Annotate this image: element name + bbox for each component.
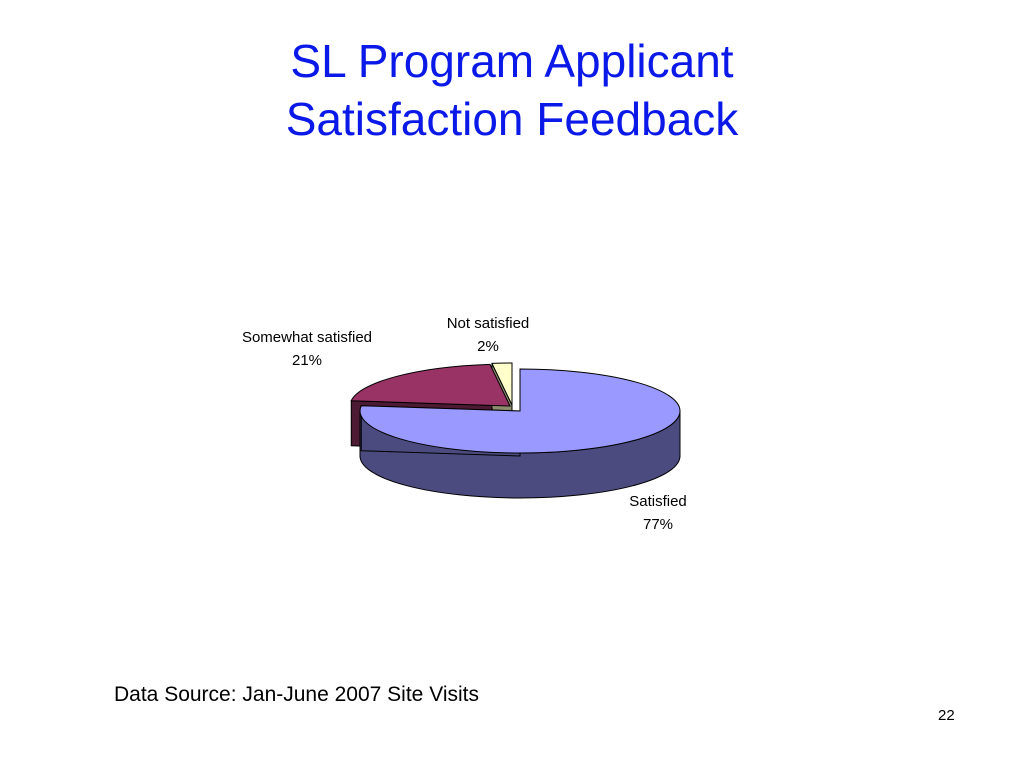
title-line-1: SL Program Applicant (290, 35, 734, 87)
slide-title: SL Program Applicant Satisfaction Feedba… (0, 32, 1024, 148)
page-number: 22 (938, 707, 955, 724)
pie-slice-satisfied (359, 368, 681, 454)
slice-label-not-satisfied-name: Not satisfied (446, 315, 530, 332)
slice-label-satisfied-value: 77% (642, 516, 674, 533)
title-line-2: Satisfaction Feedback (285, 93, 739, 145)
slice-label-not-satisfied: Not satisfied 2% (428, 312, 548, 358)
slice-label-somewhat-satisfied: Somewhat satisfied 21% (217, 326, 397, 372)
slice-label-not-satisfied-value: 2% (477, 338, 499, 355)
slice-label-somewhat-satisfied-name: Somewhat satisfied (241, 329, 373, 346)
slice-label-somewhat-satisfied-value: 21% (291, 352, 323, 369)
pie-slice-not-satisfied (491, 362, 513, 406)
data-source-note: Data Source: Jan-June 2007 Site Visits (114, 683, 479, 706)
pie-slice-somewhat-satisfied (350, 363, 511, 407)
slice-label-satisfied: Satisfied 77% (598, 490, 718, 536)
slice-label-satisfied-name: Satisfied (629, 493, 687, 510)
